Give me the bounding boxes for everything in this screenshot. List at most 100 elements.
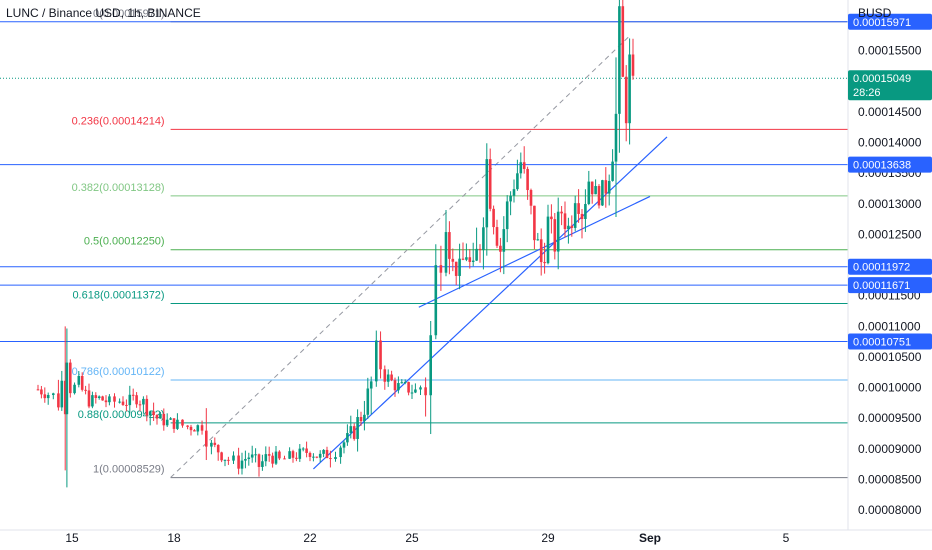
fibonacci-retracement[interactable]: 0(0.00015971) 0.236(0.00014214) 0.382(0.00…: [72, 8, 848, 479]
candle-body: [601, 180, 604, 206]
candle-body: [227, 459, 230, 461]
price-tick-label: 0.00014000: [858, 136, 922, 150]
candle-body: [125, 404, 128, 406]
candle-body: [434, 265, 438, 336]
candle-body: [84, 389, 87, 391]
time-axis[interactable]: 15 18 22 25 29 Sep 5: [0, 529, 932, 545]
candle-body: [400, 382, 404, 384]
fib-level-label: 0.618(0.00011372): [72, 289, 164, 301]
price-tick-label: 0.00010500: [858, 350, 922, 364]
candle-body: [346, 433, 349, 443]
candle-body: [580, 213, 584, 220]
candle-body: [539, 239, 543, 263]
candle-body: [573, 203, 577, 228]
candle-body: [465, 257, 468, 260]
candle-body: [329, 458, 332, 460]
candle-body: [546, 216, 550, 264]
candle-body: [148, 411, 152, 416]
candle-body: [172, 418, 176, 429]
candle-body: [196, 425, 200, 432]
candle-body: [274, 451, 278, 464]
candle-body: [80, 375, 84, 390]
candle-body: [577, 203, 580, 214]
candle-body: [240, 460, 244, 469]
candle-body: [475, 248, 478, 261]
candle-body: [448, 232, 451, 259]
candle-body: [318, 453, 322, 458]
candle-body: [502, 229, 506, 252]
horizontal-lines[interactable]: [0, 21, 848, 343]
candle-body: [556, 211, 560, 252]
candle-body: [342, 442, 346, 448]
candle-body: [69, 362, 72, 394]
time-tick-label: 22: [303, 531, 317, 545]
horizontal-line-price-badge: [848, 333, 932, 350]
candle-body: [339, 447, 342, 458]
candle-body: [128, 394, 132, 406]
fib-level-label: 0.236(0.00014214): [72, 115, 165, 127]
candle-body: [155, 415, 159, 419]
candle-body: [621, 6, 625, 77]
price-tick-label: 0.00008000: [858, 503, 922, 517]
horizontal-line-price-text: 0.00011671: [853, 280, 910, 292]
candle-body: [181, 419, 184, 426]
candle-body: [142, 398, 145, 405]
candle-body: [618, 6, 621, 114]
candle-body: [63, 380, 67, 415]
fib-level-label: 1(0.00008529): [93, 464, 165, 476]
candle-body: [614, 113, 618, 162]
trend-line: [418, 195, 651, 308]
price-tick-label: 0.00015500: [858, 44, 922, 58]
candle-body: [301, 448, 305, 450]
candle-body: [101, 396, 104, 401]
horizontal-line-price-badge: [848, 277, 932, 294]
price-tick-label: 0.00009000: [858, 442, 922, 456]
candlestick-series: [36, 0, 635, 488]
candle-body: [145, 398, 149, 416]
candle-body: [397, 383, 400, 391]
candle-body: [356, 417, 359, 439]
candle-body: [424, 387, 427, 396]
candle-body: [488, 159, 492, 209]
candle-body: [563, 213, 567, 230]
candle-body: [393, 380, 397, 391]
candle-body: [278, 451, 281, 459]
current-price-text: 0.00015049: [853, 73, 911, 85]
time-tick-label: 15: [65, 531, 79, 545]
candle-body: [509, 195, 512, 202]
candle-body: [482, 227, 485, 251]
candle-body: [152, 411, 155, 416]
candle-body: [77, 375, 81, 385]
candle-body: [295, 457, 298, 459]
candle-body: [590, 181, 594, 195]
candle-body: [526, 168, 529, 191]
candle-body: [375, 340, 378, 382]
time-tick-label: 25: [405, 531, 419, 545]
fib-anchor-dashed-line: [170, 35, 630, 478]
candle-body: [162, 413, 166, 426]
chart-title: LUNC / Binance USD, 1h, BINANCE: [6, 6, 201, 20]
candle-body: [379, 340, 382, 370]
candle-body: [250, 454, 254, 458]
candle-body: [52, 393, 55, 395]
candle-body: [604, 180, 608, 194]
candle-body: [73, 384, 76, 394]
candle-body: [65, 362, 69, 415]
candle-body: [594, 186, 597, 195]
candle-body: [113, 396, 116, 402]
candle-body: [410, 392, 414, 394]
horizontal-line-price-badge: [848, 258, 932, 275]
candle-body: [36, 389, 40, 391]
candle-body: [271, 455, 274, 464]
price-tick-label: 0.00012500: [858, 227, 922, 241]
candle-body: [298, 448, 302, 459]
horizontal-line-price-text: 0.00010751: [853, 337, 911, 349]
candle-body: [283, 458, 286, 460]
candle-body: [315, 456, 319, 458]
time-tick-label: 5: [783, 531, 790, 545]
candle-body: [468, 257, 472, 262]
candle-body: [291, 451, 295, 458]
price-tick-label: 0.00011000: [858, 319, 921, 333]
